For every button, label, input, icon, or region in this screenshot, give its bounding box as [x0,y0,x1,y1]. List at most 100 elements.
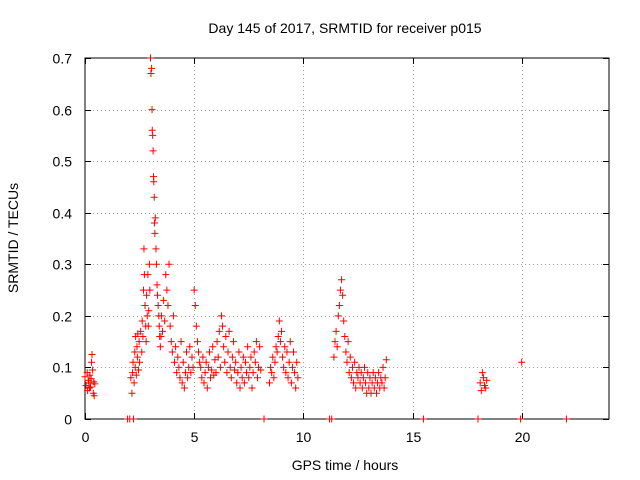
data-point [152,245,160,253]
data-point [88,358,96,366]
data-point [127,374,135,382]
data-point [252,338,260,346]
data-point [189,363,197,371]
data-point [169,312,177,320]
data-point [151,214,159,222]
data-point [279,353,287,361]
data-point [379,363,387,371]
data-point [161,317,169,325]
data-point [274,332,282,340]
data-point [171,358,179,366]
data-point [187,369,195,377]
data-point [362,379,370,387]
data-point [214,353,222,361]
data-point [150,193,158,201]
data-point [148,106,156,114]
y-tick-label: 0.2 [53,309,73,325]
data-point [476,379,484,387]
x-tick-label: 20 [515,429,531,445]
data-point [283,348,291,356]
data-point [168,348,176,356]
data-point [193,338,201,346]
data-point [276,338,284,346]
data-point [247,353,255,361]
data-point [381,374,389,382]
data-point [81,373,89,381]
data-point [267,363,275,371]
x-tick-label: 5 [191,429,199,445]
data-point [280,363,288,371]
data-point [88,351,96,359]
data-point [153,281,161,289]
data-point [151,229,159,237]
data-point [139,332,147,340]
data-point [188,353,196,361]
data-point [243,369,251,377]
data-point [152,260,160,268]
data-point [359,374,367,382]
data-point [419,415,427,423]
data-point [138,317,146,325]
data-point [145,260,153,268]
data-point [129,415,137,423]
data-point [180,384,188,392]
y-tick-label: 0.1 [53,360,73,376]
data-point [146,286,154,294]
data-point [215,327,223,335]
data-point [348,363,356,371]
data-point [226,363,234,371]
data-point [213,338,221,346]
data-point [483,376,491,384]
data-point [179,358,187,366]
data-point [382,356,390,364]
data-point [236,384,244,392]
data-point [197,363,205,371]
data-point [241,358,249,366]
data-point [269,353,277,361]
data-point [133,343,141,351]
data-point [341,332,349,340]
data-point [517,415,525,423]
data-point [199,353,207,361]
data-point [202,358,210,366]
data-point [339,291,347,299]
data-point [222,332,230,340]
data-point [167,338,175,346]
y-tick-label: 0.4 [53,206,73,222]
data-point [198,374,206,382]
axis-layer: 0 5 10 15 20 0 0.1 0.2 0.3 0.4 0.5 0.6 0.7 [53,51,609,445]
data-point [347,374,355,382]
data-point [90,392,98,400]
data-point [132,371,140,379]
data-point [357,369,365,377]
data-point [149,147,157,155]
data-point [292,384,300,392]
grid-layer [85,58,609,419]
data-point [256,343,264,351]
data-point [378,379,386,387]
data-point [293,358,301,366]
data-point [291,369,299,377]
data-point [336,286,344,294]
data-point [328,415,336,423]
data-point [201,369,209,377]
data-point [163,286,171,294]
data-point [140,245,148,253]
data-point [223,369,231,377]
data-point [183,348,191,356]
data-point [335,302,343,310]
data-point [184,374,192,382]
data-point [178,379,186,387]
y-tick-label: 0.3 [53,257,73,273]
data-point [156,343,164,351]
data-point [474,415,482,423]
data-point [333,343,341,351]
data-point [294,374,302,382]
data-point [228,353,236,361]
data-point [235,348,243,356]
data-point [203,384,211,392]
data-point [195,348,203,356]
data-point [249,369,257,377]
data-point [164,302,172,310]
